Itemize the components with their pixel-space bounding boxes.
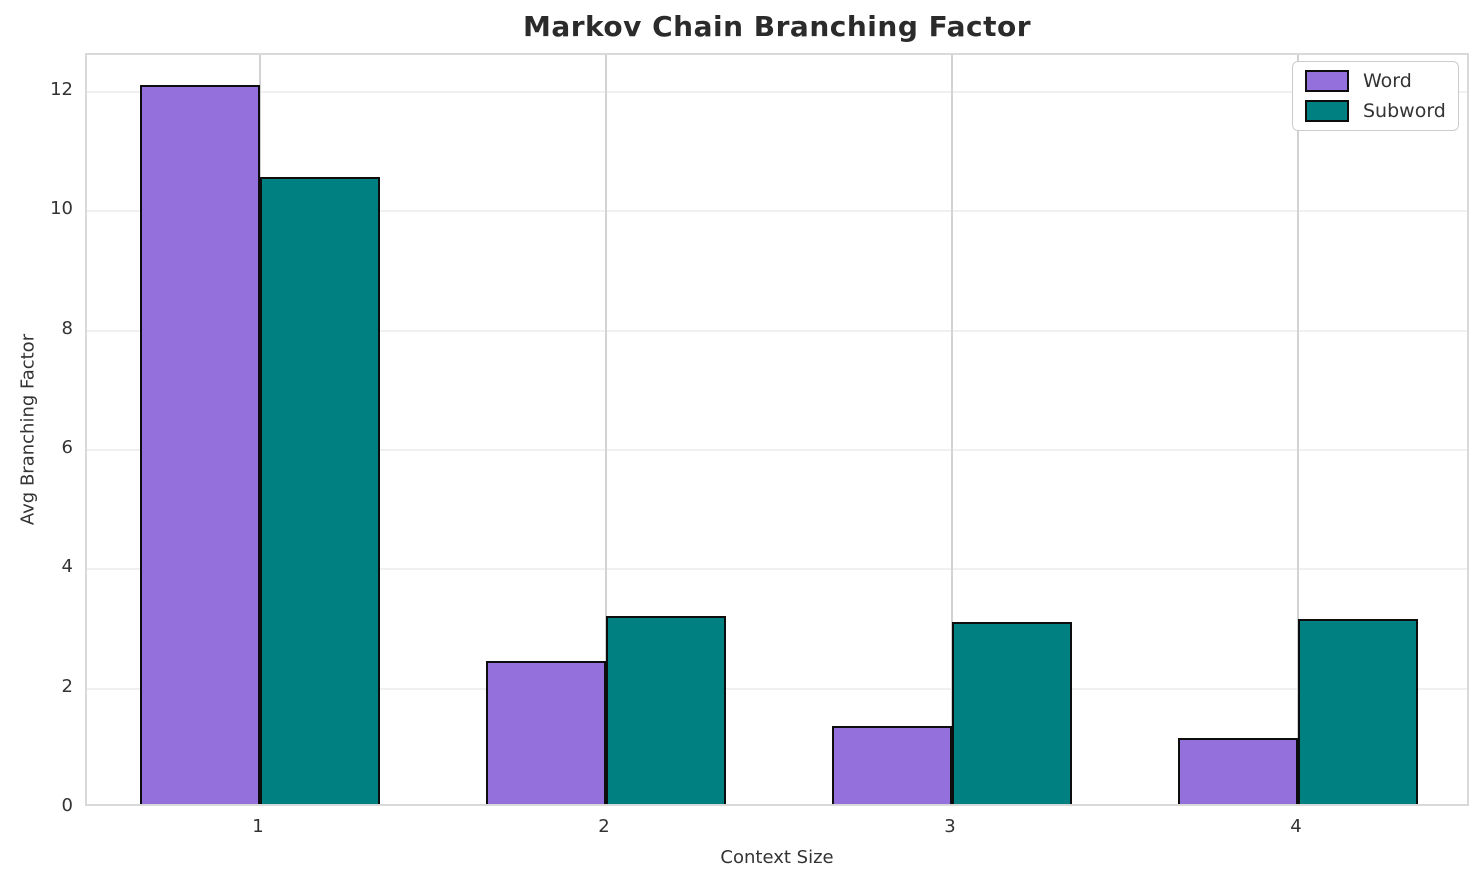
- y-tick-label-4: 4: [61, 556, 73, 578]
- word-swatch-icon: [1305, 70, 1349, 92]
- gridline-y-2: [87, 687, 1467, 690]
- bar-subword-context-2: [606, 616, 726, 804]
- y-tick-label-8: 8: [61, 317, 73, 339]
- legend: Word Subword: [1292, 61, 1459, 131]
- y-tick-label-2: 2: [61, 675, 73, 697]
- x-tick-label-4: 4: [1290, 816, 1302, 837]
- subword-swatch-icon: [1305, 100, 1349, 122]
- x-axis-label: Context Size: [720, 847, 834, 868]
- bar-word-context-3: [832, 726, 952, 804]
- legend-label-subword: Subword: [1363, 100, 1446, 122]
- gridline-x-4: [1297, 55, 1299, 804]
- bar-subword-context-3: [952, 622, 1072, 804]
- gridline-y-10: [87, 210, 1467, 213]
- gridline-y-12: [87, 90, 1467, 93]
- y-tick-label-10: 10: [50, 198, 73, 220]
- bar-subword-context-1: [260, 177, 380, 804]
- y-tick-label-12: 12: [50, 78, 73, 100]
- chart-title: Markov Chain Branching Factor: [522, 10, 1032, 43]
- legend-label-word: Word: [1363, 70, 1412, 92]
- y-axis-label: Avg Branching Factor: [17, 333, 39, 526]
- x-tick-label-2: 2: [598, 816, 610, 837]
- gridline-y-6: [87, 448, 1467, 451]
- gridline-y-4: [87, 568, 1467, 571]
- gridline-y-8: [87, 329, 1467, 332]
- bar-word-context-2: [486, 661, 606, 804]
- legend-item-word: Word: [1305, 70, 1446, 92]
- x-tick-label-1: 1: [252, 816, 264, 837]
- legend-item-subword: Subword: [1305, 100, 1446, 122]
- gridline-x-2: [605, 55, 607, 804]
- plot-area: [85, 53, 1469, 806]
- bar-word-context-4: [1178, 738, 1298, 804]
- bar-subword-context-4: [1298, 619, 1418, 804]
- x-tick-label-3: 3: [944, 816, 956, 837]
- y-tick-label-6: 6: [61, 436, 73, 458]
- y-tick-label-0: 0: [61, 795, 73, 816]
- bar-word-context-1: [140, 85, 260, 804]
- gridline-x-3: [951, 55, 953, 804]
